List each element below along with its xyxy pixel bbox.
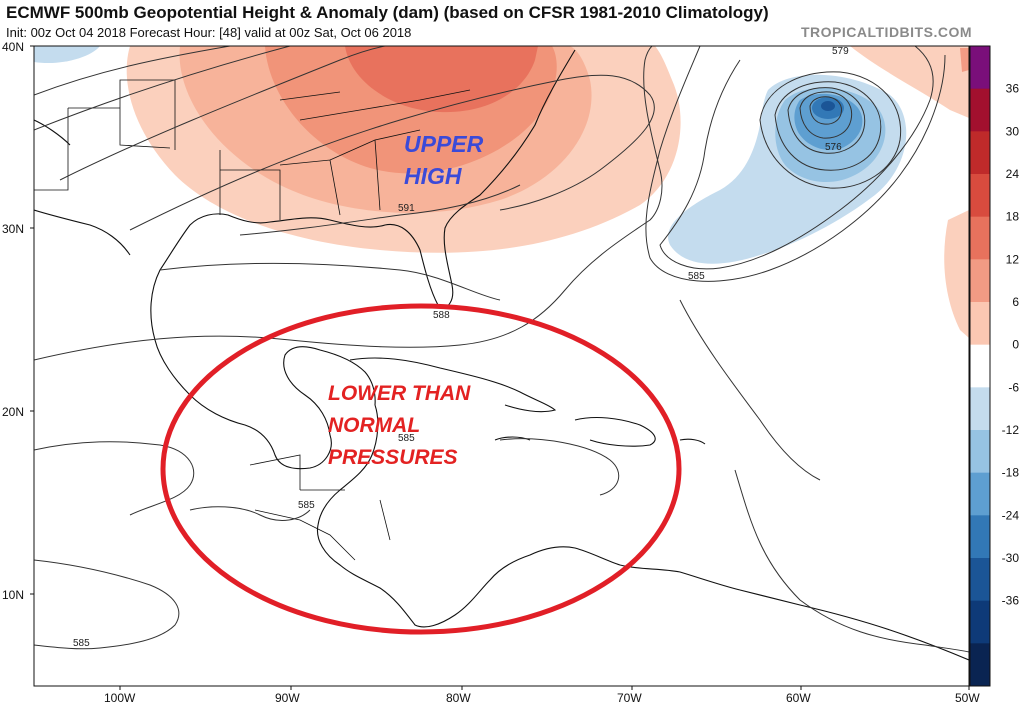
colorbar-swatch — [970, 472, 990, 516]
brand-watermark: TROPICALTIDBITS.COM — [800, 24, 972, 40]
lon-label: 50W — [955, 691, 980, 705]
map-area — [34, 46, 969, 686]
colorbar-label: 24 — [1006, 167, 1020, 181]
colorbar-swatch — [970, 387, 990, 431]
colorbar-frame — [969, 45, 991, 687]
lower-pressure-label-line3: PRESSURES — [328, 446, 458, 469]
lon-label: 100W — [104, 691, 136, 705]
colorbar-label: -6 — [1008, 380, 1019, 394]
colorbar-swatch — [970, 46, 990, 90]
colorbar-swatch — [970, 174, 990, 218]
lon-label: 70W — [617, 691, 642, 705]
contour-label: 585 — [398, 433, 415, 444]
colorbar-label: -18 — [1002, 466, 1020, 480]
colorbar-swatch — [970, 600, 990, 644]
colorbar-swatch — [970, 131, 990, 175]
contour-label: 585 — [688, 271, 705, 282]
positive-anomaly-field — [126, 46, 969, 338]
negative-anomaly-field — [34, 46, 907, 264]
contour-label: 576 — [825, 142, 842, 153]
lat-label: 10N — [2, 588, 24, 602]
colorbar-label: -36 — [1002, 594, 1020, 608]
annotation-ellipse — [160, 303, 682, 635]
upper-high-annotation: UPPER HIGH — [404, 131, 484, 189]
colorbar-swatch — [970, 88, 990, 132]
lower-pressure-annotation: LOWER THAN NORMAL PRESSURES — [328, 382, 471, 469]
lower-pressure-label-line2: NORMAL — [328, 414, 420, 437]
colorbar-swatch — [970, 643, 990, 687]
lower-pressure-label-line1: LOWER THAN — [328, 382, 471, 405]
colorbar-swatch — [970, 430, 990, 474]
colorbar-label: 30 — [1006, 124, 1020, 138]
contour-labels: 579 576 585 591 588 585 585 585 — [73, 46, 849, 649]
borders — [34, 79, 471, 561]
longitude-labels: 100W 90W 80W 70W 60W 50W — [104, 691, 980, 705]
colorbar-swatch — [970, 558, 990, 602]
latitude-labels: 40N 30N 20N 10N — [2, 40, 24, 602]
contour-label: 591 — [398, 203, 415, 214]
colorbar-swatch — [970, 216, 990, 260]
lon-ticks — [119, 686, 970, 690]
lat-label: 30N — [2, 222, 24, 236]
lat-ticks — [30, 45, 34, 595]
colorbar-label: 18 — [1006, 210, 1020, 224]
lon-label: 90W — [275, 691, 300, 705]
chart-title: ECMWF 500mb Geopotential Height & Anomal… — [6, 3, 769, 22]
lon-label: 80W — [446, 691, 471, 705]
contour-label: 585 — [298, 500, 315, 511]
upper-high-label-line2: HIGH — [404, 163, 462, 189]
lon-label: 60W — [786, 691, 811, 705]
forecast-info: Init: 00z Oct 04 2018 Forecast Hour: [48… — [6, 25, 412, 40]
anomaly-colorbar: 36 30 24 18 12 6 0 -6 -12 -18 -24 -30 -36 — [969, 45, 1020, 687]
colorbar-label: 0 — [1012, 338, 1019, 352]
lat-label: 40N — [2, 40, 24, 54]
map-frame — [33, 45, 970, 687]
contour-label: 588 — [433, 310, 450, 321]
colorbar-label: -30 — [1002, 551, 1020, 565]
colorbar-label: 12 — [1006, 252, 1020, 266]
colorbar-swatch — [970, 344, 990, 388]
colorbar-swatch — [970, 259, 990, 303]
colorbar-label: -12 — [1002, 423, 1020, 437]
colorbar-swatch — [970, 302, 990, 346]
colorbar-label: 6 — [1012, 295, 1019, 309]
lat-label: 20N — [2, 405, 24, 419]
colorbar-swatch — [970, 515, 990, 559]
upper-high-label-line1: UPPER — [404, 131, 484, 157]
contour-label: 585 — [73, 638, 90, 649]
colorbar-label: 36 — [1006, 82, 1020, 96]
colorbar-label: -24 — [1002, 508, 1020, 522]
contour-label: 579 — [832, 46, 849, 57]
height-contours — [34, 46, 969, 653]
